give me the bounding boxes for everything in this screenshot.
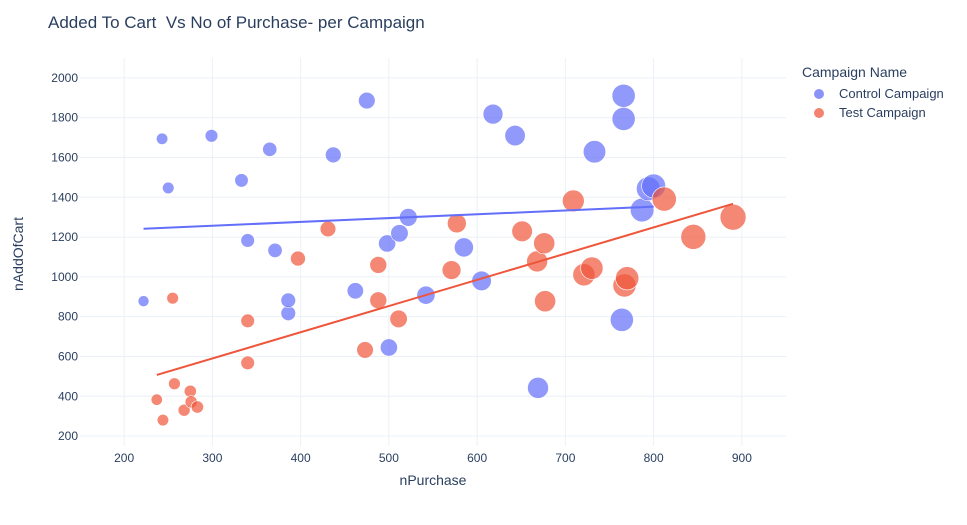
x-tick-label: 900 bbox=[732, 451, 752, 465]
scatter-point-test-campaign[interactable] bbox=[156, 414, 170, 427]
legend-marker-control bbox=[814, 88, 824, 99]
scatter-point-control-campaign[interactable] bbox=[240, 233, 255, 248]
scatter-point-test-campaign[interactable] bbox=[651, 186, 677, 212]
scatter-point-control-campaign[interactable] bbox=[358, 91, 376, 110]
scatter-point-test-campaign[interactable] bbox=[389, 309, 408, 328]
scatter-point-test-campaign[interactable] bbox=[680, 224, 707, 250]
scatter-point-control-campaign[interactable] bbox=[280, 305, 296, 321]
trendline-layer bbox=[143, 202, 734, 376]
y-tick-label: 1000 bbox=[51, 270, 78, 284]
x-tick-label: 700 bbox=[555, 451, 575, 465]
y-tick-label: 1200 bbox=[51, 230, 78, 244]
scatter-point-test-campaign[interactable] bbox=[240, 355, 255, 370]
points-layer bbox=[137, 83, 747, 427]
y-tick-label: 600 bbox=[58, 349, 78, 363]
legend-label-control: Control Campaign bbox=[839, 86, 944, 101]
y-tick-label: 1600 bbox=[51, 150, 78, 164]
scatter-point-test-campaign[interactable] bbox=[580, 256, 604, 280]
scatter-point-test-campaign[interactable] bbox=[240, 313, 255, 328]
scatter-point-control-campaign[interactable] bbox=[378, 234, 397, 253]
legend-label-test: Test Campaign bbox=[839, 105, 926, 120]
scatter-point-test-campaign[interactable] bbox=[719, 203, 747, 231]
y-axis-title: nAddOfCart bbox=[10, 217, 26, 291]
legend: Campaign Name Control Campaign Test Camp… bbox=[802, 64, 944, 122]
scatter-point-test-campaign[interactable] bbox=[534, 290, 556, 313]
scatter-point-control-campaign[interactable] bbox=[267, 242, 283, 258]
y-axis-ticks: 200 400 600 800 1000 1200 1400 1600 1800 2000 bbox=[51, 71, 78, 443]
x-tick-label: 600 bbox=[467, 451, 487, 465]
scatter-point-test-campaign[interactable] bbox=[441, 260, 462, 280]
scatter-point-test-campaign[interactable] bbox=[150, 393, 163, 406]
scatter-point-test-campaign[interactable] bbox=[369, 291, 388, 310]
scatter-point-control-campaign[interactable] bbox=[262, 141, 278, 157]
trendline-test-campaign bbox=[156, 202, 734, 376]
scatter-point-test-campaign[interactable] bbox=[319, 220, 337, 238]
y-tick-label: 1800 bbox=[51, 111, 78, 125]
scatter-point-control-campaign[interactable] bbox=[504, 125, 526, 147]
x-tick-label: 500 bbox=[379, 451, 399, 465]
legend-marker-test bbox=[814, 107, 824, 118]
legend-item-test-campaign[interactable]: Test Campaign bbox=[802, 103, 944, 122]
scatter-point-control-campaign[interactable] bbox=[482, 103, 504, 125]
x-axis-title: nPurchase bbox=[400, 472, 467, 488]
scatter-point-test-campaign[interactable] bbox=[168, 377, 181, 390]
x-tick-label: 400 bbox=[291, 451, 311, 465]
scatter-point-control-campaign[interactable] bbox=[611, 83, 636, 108]
scatter-point-control-campaign[interactable] bbox=[527, 377, 549, 399]
scatter-point-test-campaign[interactable] bbox=[166, 291, 179, 305]
scatter-point-test-campaign[interactable] bbox=[447, 213, 467, 234]
scatter-point-control-campaign[interactable] bbox=[346, 282, 364, 300]
scatter-point-control-campaign[interactable] bbox=[582, 140, 607, 164]
scatter-point-test-campaign[interactable] bbox=[356, 341, 374, 359]
scatter-point-test-campaign[interactable] bbox=[533, 232, 556, 255]
scatter-point-control-campaign[interactable] bbox=[204, 129, 219, 143]
scatter-point-control-campaign[interactable] bbox=[162, 181, 175, 195]
scatter-point-control-campaign[interactable] bbox=[609, 307, 634, 332]
chart-title: Added To Cart Vs No of Purchase- per Cam… bbox=[48, 13, 425, 32]
scatter-point-test-campaign[interactable] bbox=[177, 403, 191, 417]
scatter-point-control-campaign[interactable] bbox=[390, 224, 409, 243]
legend-item-control-campaign[interactable]: Control Campaign bbox=[802, 84, 944, 103]
x-axis-ticks: 200 300 400 500 600 700 800 900 bbox=[114, 451, 752, 465]
scatter-point-control-campaign[interactable] bbox=[137, 295, 150, 307]
scatter-point-control-campaign[interactable] bbox=[379, 338, 398, 357]
y-tick-label: 800 bbox=[58, 310, 78, 324]
scatter-point-control-campaign[interactable] bbox=[325, 146, 342, 164]
trendline-control-campaign bbox=[143, 205, 654, 230]
x-tick-label: 800 bbox=[644, 451, 664, 465]
y-tick-label: 1400 bbox=[51, 190, 78, 204]
scatter-point-test-campaign[interactable] bbox=[369, 256, 388, 274]
scatter-point-test-campaign[interactable] bbox=[562, 189, 585, 213]
scatter-point-test-campaign[interactable] bbox=[511, 220, 533, 242]
scatter-point-control-campaign[interactable] bbox=[630, 197, 655, 223]
y-tick-label: 200 bbox=[58, 429, 78, 443]
scatter-point-test-campaign[interactable] bbox=[615, 266, 640, 291]
scatter-point-control-campaign[interactable] bbox=[280, 292, 296, 309]
scatter-point-control-campaign[interactable] bbox=[234, 173, 249, 188]
legend-title: Campaign Name bbox=[802, 64, 908, 80]
scatter-point-control-campaign[interactable] bbox=[454, 237, 474, 258]
scatter-point-test-campaign[interactable] bbox=[190, 400, 204, 414]
scatter-point-test-campaign[interactable] bbox=[290, 250, 306, 267]
y-tick-label: 2000 bbox=[51, 71, 78, 85]
scatter-point-control-campaign[interactable] bbox=[611, 106, 636, 131]
scatter-point-control-campaign[interactable] bbox=[156, 132, 169, 145]
y-tick-label: 400 bbox=[58, 389, 78, 403]
x-tick-label: 300 bbox=[202, 451, 222, 465]
x-tick-label: 200 bbox=[114, 451, 134, 465]
grid-layer bbox=[80, 58, 786, 446]
